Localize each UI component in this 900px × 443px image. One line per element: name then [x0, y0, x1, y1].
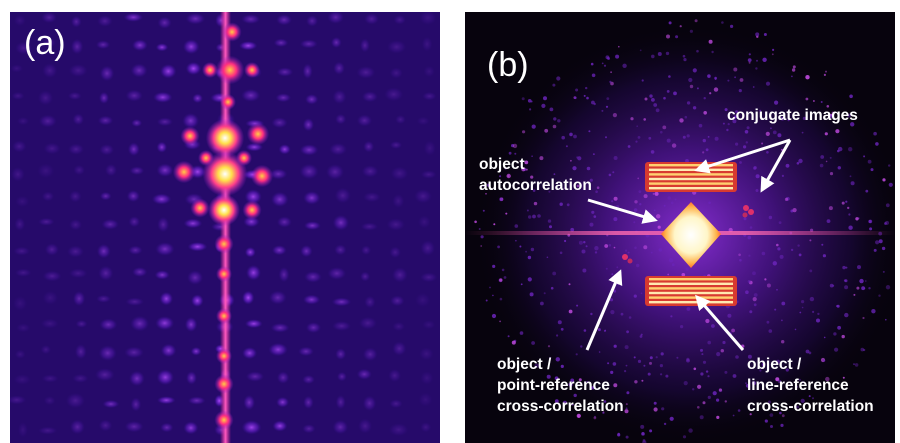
annotation-point-reference: object / point-reference cross-correlati… [497, 354, 624, 417]
annotation-object-autocorrelation: object autocorrelation [479, 154, 592, 196]
annotation-conjugate-images: conjugate images [727, 105, 858, 126]
panel-a-label: (a) [24, 26, 66, 60]
panel-b-autocorrelation: (b) conjugate images object autocorrelat… [465, 12, 895, 443]
panel-b-label: (b) [487, 48, 529, 82]
annotation-line-reference: object / line-reference cross-correlatio… [747, 354, 874, 417]
panel-a-image [10, 12, 440, 443]
panel-a-diffraction-pattern: (a) [10, 12, 440, 443]
